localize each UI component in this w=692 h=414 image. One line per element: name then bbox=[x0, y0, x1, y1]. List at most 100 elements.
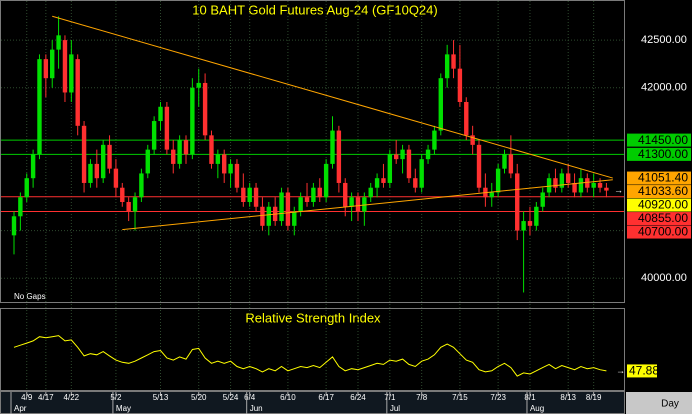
candle-body bbox=[362, 197, 367, 212]
price-tag-label: 41033.60 bbox=[638, 184, 688, 198]
candle-body bbox=[120, 187, 125, 202]
candle-body bbox=[521, 221, 526, 231]
candle-body bbox=[100, 144, 106, 179]
x-tick-label: 4/17 bbox=[38, 393, 54, 402]
candle-body bbox=[164, 106, 170, 150]
candle-body bbox=[132, 197, 138, 212]
price-tag bbox=[627, 133, 691, 147]
y-tick-label: 42500.00 bbox=[641, 34, 687, 46]
price-tag-label: 41450.00 bbox=[638, 133, 688, 147]
chart-title: 10 BAHT Gold Futures Aug-24 (GF10Q24) bbox=[192, 2, 437, 17]
rsi-line bbox=[13, 335, 607, 377]
candle-body bbox=[336, 130, 342, 183]
candle-body bbox=[190, 87, 195, 155]
candle-body bbox=[196, 82, 201, 88]
candle-body bbox=[604, 187, 609, 191]
candle-body bbox=[515, 173, 520, 231]
candle-body bbox=[209, 135, 214, 164]
candle-body bbox=[317, 187, 322, 198]
price-tag-label: 40700.00 bbox=[638, 225, 688, 239]
rsi-arrow: → bbox=[616, 365, 625, 375]
candle-body bbox=[330, 130, 335, 164]
candle-body bbox=[355, 197, 361, 212]
candle-body bbox=[457, 68, 463, 102]
candle-body bbox=[438, 78, 443, 131]
candle-body bbox=[546, 178, 552, 193]
candle-body bbox=[451, 54, 456, 69]
x-tick-label: 4/9 bbox=[21, 393, 33, 402]
candle-body bbox=[18, 197, 23, 217]
candle-body bbox=[578, 178, 584, 193]
candle-body bbox=[387, 154, 393, 183]
candle-body bbox=[304, 197, 310, 202]
candle-body bbox=[553, 178, 558, 188]
candle-body bbox=[425, 149, 431, 160]
rsi-tag bbox=[627, 364, 657, 378]
x-tick-label: 6/4 bbox=[244, 393, 256, 402]
x-tick-label: 6/24 bbox=[350, 393, 366, 402]
candle-body bbox=[94, 163, 100, 179]
trendline bbox=[52, 15, 613, 179]
candle-body bbox=[228, 163, 233, 174]
x-tick-label: 6/10 bbox=[280, 393, 296, 402]
price-panel bbox=[0, 0, 625, 303]
candle-body bbox=[591, 182, 596, 188]
candle-body bbox=[374, 178, 380, 188]
x-tick-label: 8/19 bbox=[586, 393, 602, 402]
month-label: Apr bbox=[14, 404, 27, 413]
price-tag bbox=[627, 225, 691, 239]
price-tag bbox=[627, 212, 691, 226]
candle-body bbox=[572, 182, 577, 193]
candle-body bbox=[444, 54, 450, 79]
candle-body bbox=[43, 59, 49, 79]
candle-body bbox=[56, 35, 61, 50]
candle-body bbox=[253, 187, 259, 207]
candle-body bbox=[406, 149, 412, 179]
candle-body bbox=[88, 163, 93, 183]
candle-body bbox=[24, 178, 29, 198]
candle-body bbox=[183, 140, 189, 155]
month-label: Aug bbox=[530, 404, 544, 413]
candle-body bbox=[171, 149, 176, 164]
x-tick-label: 5/24 bbox=[223, 393, 239, 402]
candle-body bbox=[241, 187, 246, 202]
candle-body bbox=[139, 173, 144, 198]
candle-body bbox=[260, 206, 265, 226]
y-tick-label: 42000.00 bbox=[641, 82, 687, 94]
period-box bbox=[626, 392, 692, 414]
x-tick-label: 5/20 bbox=[191, 393, 207, 402]
month-label: May bbox=[116, 404, 131, 413]
candle-body bbox=[298, 197, 303, 212]
candle-body bbox=[413, 178, 418, 188]
candle-body bbox=[69, 54, 74, 93]
candle-body bbox=[81, 125, 87, 183]
candle-body bbox=[495, 168, 501, 193]
price-tag bbox=[627, 198, 691, 212]
candle-body bbox=[279, 192, 284, 222]
candle-body bbox=[489, 192, 494, 198]
candle-body bbox=[247, 187, 252, 202]
x-tick-label: 7/8 bbox=[416, 393, 428, 402]
candle-body bbox=[177, 140, 182, 164]
candle-body bbox=[323, 163, 329, 198]
x-tick-label: 5/2 bbox=[110, 393, 122, 402]
x-tick-label: 7/1 bbox=[384, 393, 396, 402]
candle-body bbox=[470, 135, 475, 145]
candle-body bbox=[126, 202, 131, 212]
price-tag bbox=[627, 185, 691, 199]
x-tick-label: 4/22 bbox=[64, 393, 80, 402]
candle-body bbox=[266, 206, 271, 226]
candle-body bbox=[285, 192, 291, 226]
candle-body bbox=[540, 192, 545, 207]
candle-body bbox=[432, 130, 437, 150]
price-tag-label: 40855.00 bbox=[638, 211, 688, 225]
candle-body bbox=[107, 144, 112, 169]
last-price-arrow: → bbox=[614, 185, 623, 195]
candle-body bbox=[202, 82, 208, 136]
trendline bbox=[122, 179, 613, 231]
rsi-title: Relative Strength Index bbox=[245, 310, 381, 325]
candle-body bbox=[343, 182, 348, 207]
price-tag bbox=[627, 171, 691, 185]
candle-body bbox=[75, 59, 80, 126]
x-tick-label: 5/13 bbox=[153, 393, 169, 402]
